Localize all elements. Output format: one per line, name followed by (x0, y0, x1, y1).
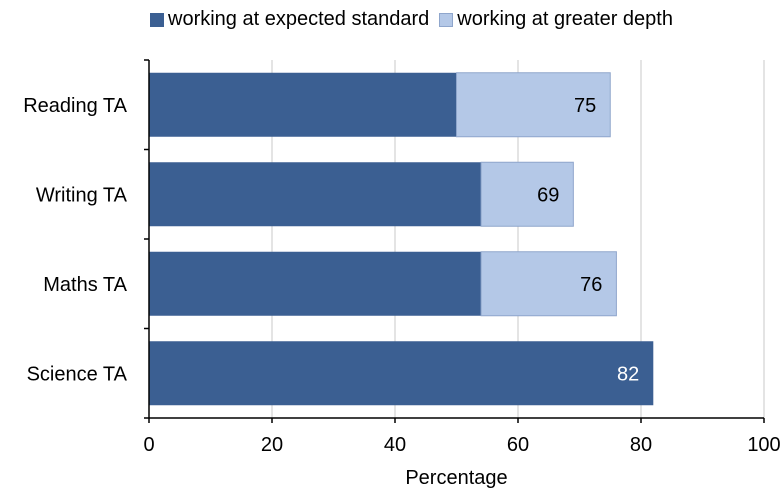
bar-greater-depth (456, 72, 611, 138)
y-tick-label: Maths TA (43, 274, 127, 296)
legend-label-greater-depth: working at greater depth (457, 8, 673, 30)
legend-item-expected: working at expected standard (150, 8, 429, 31)
legend: working at expected standard working at … (150, 8, 683, 31)
data-label: 75 (574, 95, 596, 117)
x-tick-label: 60 (507, 434, 529, 456)
legend-swatch-greater-depth (439, 12, 454, 27)
x-axis-title: Percentage (405, 467, 507, 489)
x-tick-label: 20 (261, 434, 283, 456)
x-tick-label: 0 (143, 434, 154, 456)
bar-expected (149, 251, 482, 316)
legend-swatch-expected (150, 12, 164, 27)
bar-expected (149, 341, 654, 406)
bar-expected (149, 72, 457, 137)
legend-label-expected: working at expected standard (168, 8, 430, 30)
bar-expected (149, 162, 482, 227)
data-label: 69 (537, 184, 559, 206)
data-label: 82 (617, 363, 639, 385)
legend-item-greater-depth: working at greater depth (439, 8, 673, 31)
bar-greater-depth (480, 251, 617, 317)
x-tick-label: 100 (747, 434, 780, 456)
y-tick-label: Science TA (27, 363, 128, 385)
x-tick-label: 80 (630, 434, 652, 456)
y-tick-label: Reading TA (23, 95, 127, 117)
y-tick-label: Writing TA (36, 184, 128, 206)
bar-greater-depth (480, 161, 574, 227)
x-tick-label: 40 (384, 434, 406, 456)
data-label: 76 (580, 274, 602, 296)
